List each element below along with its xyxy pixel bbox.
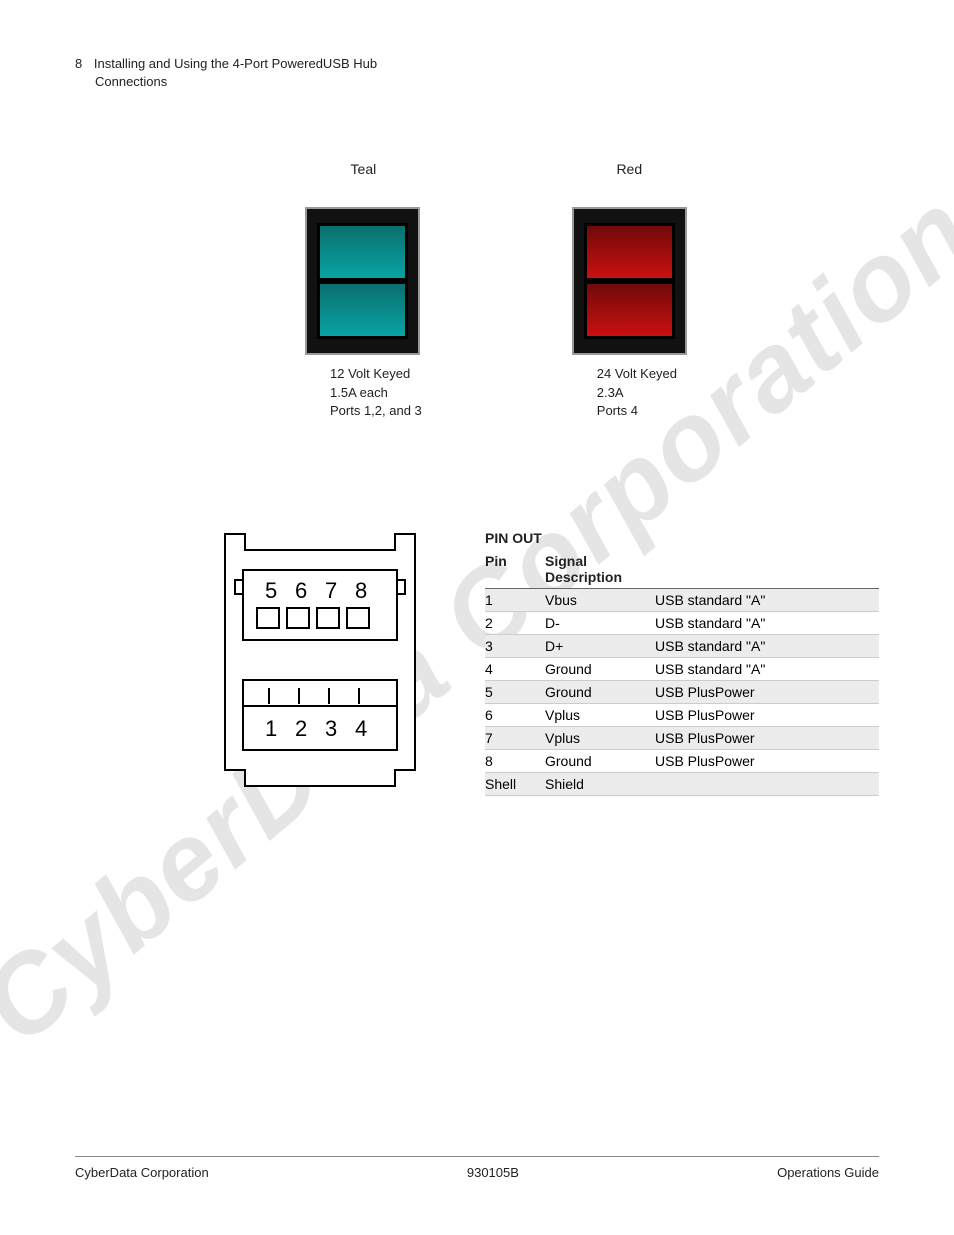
pinout-cell-desc bbox=[655, 776, 879, 792]
pinout-cell-desc: USB PlusPower bbox=[655, 753, 879, 769]
connector-red-name: Red bbox=[572, 161, 687, 177]
pinout-diagram: 5 6 7 8 1 2 bbox=[205, 530, 435, 795]
pinout-row: 2D-USB standard "A" bbox=[485, 612, 879, 635]
pinout-rows: 1VbusUSB standard "A"2D-USB standard "A"… bbox=[485, 589, 879, 796]
pinout-cell-pin: 5 bbox=[485, 684, 545, 700]
connector-teal-image bbox=[305, 207, 420, 355]
page-content: 8 Installing and Using the 4-Port Powere… bbox=[0, 0, 954, 1235]
pinout-cell-signal: Shield bbox=[545, 776, 655, 792]
connector-red-caption: 24 Volt Keyed 2.3A Ports 4 bbox=[597, 365, 677, 420]
pinout-row: 3D+USB standard "A" bbox=[485, 635, 879, 658]
connector-row: Teal 12 Volt Keyed 1.5A each Ports 1,2, … bbox=[305, 161, 879, 420]
pinout-cell-signal: D- bbox=[545, 615, 655, 631]
pinout-row: 7VplusUSB PlusPower bbox=[485, 727, 879, 750]
pinout-cell-pin: 3 bbox=[485, 638, 545, 654]
pinout-cell-signal: Ground bbox=[545, 661, 655, 677]
pinout-row: 4GroundUSB standard "A" bbox=[485, 658, 879, 681]
diagram-label-3: 3 bbox=[325, 716, 337, 741]
pinout-header-row: Pin Signal Description bbox=[485, 550, 879, 589]
pinout-cell-desc: USB PlusPower bbox=[655, 730, 879, 746]
pinout-cell-desc: USB standard "A" bbox=[655, 638, 879, 654]
pinout-cell-pin: 1 bbox=[485, 592, 545, 608]
diagram-label-8: 8 bbox=[355, 578, 367, 603]
pinout-row: 1VbusUSB standard "A" bbox=[485, 589, 879, 612]
pinout-cell-desc: USB standard "A" bbox=[655, 661, 879, 677]
connector-teal: Teal 12 Volt Keyed 1.5A each Ports 1,2, … bbox=[305, 161, 422, 420]
pinout-row: 6VplusUSB PlusPower bbox=[485, 704, 879, 727]
page-footer: CyberData Corporation 930105B Operations… bbox=[75, 1156, 879, 1180]
pinout-cell-signal: Vplus bbox=[545, 730, 655, 746]
connector-teal-caption: 12 Volt Keyed 1.5A each Ports 1,2, and 3 bbox=[330, 365, 422, 420]
pinout-cell-signal: Vplus bbox=[545, 707, 655, 723]
pinout-cell-pin: 6 bbox=[485, 707, 545, 723]
connector-red-slot-bottom bbox=[584, 281, 675, 339]
pinout-cell-pin: Shell bbox=[485, 776, 545, 792]
diagram-label-6: 6 bbox=[295, 578, 307, 603]
pinout-cell-pin: 4 bbox=[485, 661, 545, 677]
connector-red: Red 24 Volt Keyed 2.3A Ports 4 bbox=[572, 161, 687, 420]
pinout-row: 5GroundUSB PlusPower bbox=[485, 681, 879, 704]
diagram-label-5: 5 bbox=[265, 578, 277, 603]
pinout-header-pin: Pin bbox=[485, 553, 545, 585]
pinout-header-desc: Signal Description bbox=[545, 553, 655, 585]
header-title-line2: Connections bbox=[95, 74, 167, 89]
page-number: 8 bbox=[75, 55, 82, 73]
pinout-cell-desc: USB standard "A" bbox=[655, 592, 879, 608]
lower-section: 5 6 7 8 1 2 bbox=[205, 530, 879, 796]
red-caption-line2: 2.3A bbox=[597, 384, 677, 402]
red-caption-line3: Ports 4 bbox=[597, 402, 677, 420]
pinout-svg: 5 6 7 8 1 2 bbox=[205, 530, 435, 790]
connector-teal-slot-top bbox=[317, 223, 408, 281]
pinout-cell-signal: Ground bbox=[545, 684, 655, 700]
teal-caption-line3: Ports 1,2, and 3 bbox=[330, 402, 422, 420]
page-header: 8 Installing and Using the 4-Port Powere… bbox=[75, 55, 879, 91]
diagram-label-2: 2 bbox=[295, 716, 307, 741]
pinout-cell-desc: USB PlusPower bbox=[655, 707, 879, 723]
pinout-cell-pin: 8 bbox=[485, 753, 545, 769]
pinout-title: PIN OUT bbox=[485, 530, 879, 546]
pinout-cell-desc: USB standard "A" bbox=[655, 615, 879, 631]
diagram-label-1: 1 bbox=[265, 716, 277, 741]
footer-right: Operations Guide bbox=[777, 1165, 879, 1180]
teal-caption-line2: 1.5A each bbox=[330, 384, 422, 402]
pinout-cell-pin: 7 bbox=[485, 730, 545, 746]
pinout-table: PIN OUT Pin Signal Description 1VbusUSB … bbox=[485, 530, 879, 796]
header-title-line1: Installing and Using the 4-Port PoweredU… bbox=[94, 56, 377, 71]
footer-center: 930105B bbox=[467, 1165, 519, 1180]
connector-red-slot-top bbox=[584, 223, 675, 281]
diagram-label-4: 4 bbox=[355, 716, 367, 741]
teal-caption-line1: 12 Volt Keyed bbox=[330, 365, 422, 383]
connector-red-image bbox=[572, 207, 687, 355]
diagram-label-7: 7 bbox=[325, 578, 337, 603]
connector-teal-slot-bottom bbox=[317, 281, 408, 339]
pinout-cell-signal: Vbus bbox=[545, 592, 655, 608]
connector-teal-name: Teal bbox=[305, 161, 422, 177]
pinout-cell-pin: 2 bbox=[485, 615, 545, 631]
red-caption-line1: 24 Volt Keyed bbox=[597, 365, 677, 383]
footer-left: CyberData Corporation bbox=[75, 1165, 209, 1180]
pinout-row: ShellShield bbox=[485, 773, 879, 796]
pinout-row: 8GroundUSB PlusPower bbox=[485, 750, 879, 773]
pinout-header-spacer bbox=[655, 553, 879, 585]
pinout-cell-desc: USB PlusPower bbox=[655, 684, 879, 700]
pinout-cell-signal: D+ bbox=[545, 638, 655, 654]
pinout-cell-signal: Ground bbox=[545, 753, 655, 769]
